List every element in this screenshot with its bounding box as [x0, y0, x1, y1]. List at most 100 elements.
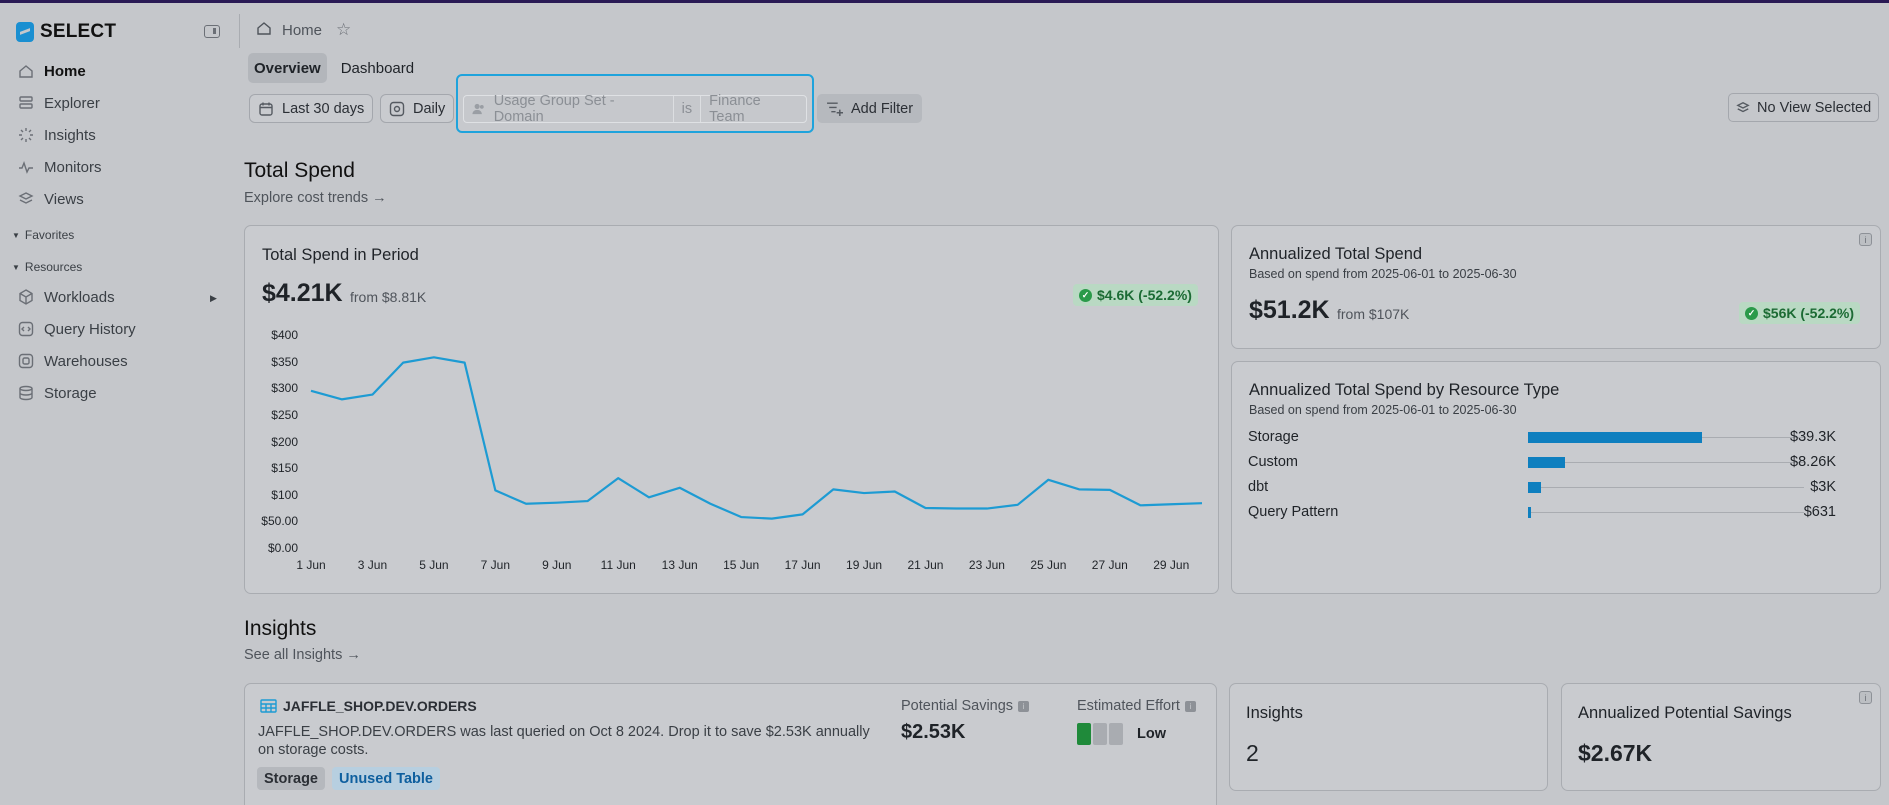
- insights-icon: [18, 127, 34, 143]
- add-filter-label: Add Filter: [851, 100, 914, 117]
- top-accent-line: [0, 0, 1889, 3]
- view-selector[interactable]: No View Selected: [1728, 93, 1880, 122]
- annualized-delta-badge: ✓ $56K (-52.2%): [1739, 302, 1861, 324]
- info-icon[interactable]: i: [1859, 691, 1872, 704]
- tab-dashboard[interactable]: Dashboard: [340, 59, 415, 77]
- info-icon[interactable]: i: [1018, 700, 1030, 712]
- estimated-effort-text: Estimated Effort: [1077, 698, 1180, 714]
- info-icon[interactable]: i: [1859, 233, 1872, 246]
- users-icon: [472, 103, 484, 115]
- date-range-label: Last 30 days: [282, 100, 365, 117]
- effort-level-label: Low: [1137, 726, 1166, 742]
- sidebar-item-warehouses[interactable]: Warehouses: [18, 350, 128, 372]
- sidebar-item-label: Insights: [44, 126, 96, 144]
- sidebar-item-label: Warehouses: [44, 352, 128, 370]
- granularity-button[interactable]: Daily: [380, 94, 455, 123]
- breadcrumb-home[interactable]: Home: [282, 21, 323, 39]
- x-tick-label: 13 Jun: [661, 558, 698, 572]
- filter-field[interactable]: Usage Group Set - Domain: [464, 93, 674, 125]
- sidebar-item-workloads[interactable]: Workloads: [18, 286, 115, 308]
- see-all-insights-link[interactable]: See all Insights →: [244, 647, 361, 663]
- resource-bar: [1528, 456, 1565, 468]
- storage-icon: [18, 385, 34, 401]
- spend-line-chart: [310, 356, 1203, 520]
- y-tick-label: $400: [271, 328, 298, 342]
- calendar-icon: [259, 102, 273, 116]
- info-icon[interactable]: i: [1184, 700, 1196, 712]
- sidebar-item-explorer[interactable]: Explorer: [18, 92, 100, 114]
- expand-caret-icon[interactable]: ▶: [210, 293, 217, 303]
- resource-bar-track: [1528, 456, 1804, 468]
- insights-count-card: Insights 2: [1229, 683, 1548, 791]
- resources-section[interactable]: ▼ Resources: [12, 260, 82, 274]
- spend-by-resource-card: Annualized Total Spend by Resource Type …: [1231, 361, 1881, 594]
- favorites-label: Favorites: [24, 228, 75, 242]
- active-filter[interactable]: Usage Group Set - Domain is Finance Team: [463, 93, 807, 125]
- tab-overview[interactable]: Overview: [248, 53, 327, 83]
- sidebar-item-label: Explorer: [44, 94, 100, 112]
- monitors-icon: [18, 159, 34, 175]
- potential-savings-card: i Annualized Potential Savings $2.67K: [1561, 683, 1881, 791]
- insight-card[interactable]: JAFFLE_SHOP.DEV.ORDERS JAFFLE_SHOP.DEV.O…: [244, 683, 1217, 805]
- resource-bar-track: [1528, 506, 1804, 518]
- brand-name: SELECT: [40, 21, 117, 42]
- view-selector-label: No View Selected: [1757, 99, 1872, 116]
- period-value: $4.21K: [262, 279, 343, 307]
- tab-bar: Overview Dashboard: [248, 53, 420, 83]
- add-filter-button[interactable]: Add Filter: [817, 94, 923, 123]
- x-tick-label: 23 Jun: [968, 558, 1005, 572]
- insight-title-text: JAFFLE_SHOP.DEV.ORDERS: [283, 698, 477, 714]
- workloads-icon: [18, 289, 34, 305]
- x-tick-label: 21 Jun: [907, 558, 944, 572]
- effort-segment: [1109, 723, 1123, 745]
- card-subtitle: Based on spend from 2025-06-01 to 2025-0…: [1249, 403, 1517, 417]
- sidebar-item-query-history[interactable]: Query History: [18, 318, 136, 340]
- resource-row: dbt $3K: [1248, 477, 1860, 497]
- tag-storage: Storage: [257, 767, 325, 790]
- filter-highlight: Usage Group Set - Domain is Finance Team: [456, 74, 814, 133]
- y-tick-label: $150: [271, 461, 298, 476]
- favorite-star-icon[interactable]: ☆: [336, 20, 352, 39]
- home-icon[interactable]: [256, 20, 272, 40]
- layers-icon: [1736, 101, 1750, 112]
- query-history-icon: [18, 321, 34, 337]
- sidebar-item-label: Monitors: [44, 158, 102, 176]
- sidebar-item-monitors[interactable]: Monitors: [18, 156, 102, 178]
- annualized-total-card: i Annualized Total Spend Based on spend …: [1231, 225, 1881, 349]
- sidebar-item-label: Views: [44, 190, 84, 208]
- resource-label: Custom: [1248, 454, 1298, 470]
- filter-value[interactable]: Finance Team: [709, 93, 761, 125]
- date-range-button[interactable]: Last 30 days: [249, 94, 374, 123]
- x-tick-label: 29 Jun: [1153, 558, 1190, 572]
- x-tick-label: 27 Jun: [1091, 558, 1128, 572]
- total-spend-period-card: Total Spend in Period $4.21K from $8.81K…: [244, 225, 1219, 594]
- collapse-sidebar-icon[interactable]: [204, 25, 220, 38]
- sidebar-item-insights[interactable]: Insights: [18, 124, 96, 146]
- favorites-section[interactable]: ▼ Favorites: [12, 228, 74, 242]
- sidebar-item-label: Home: [44, 62, 86, 80]
- resource-bar-track: [1528, 481, 1804, 493]
- sidebar-item-home[interactable]: Home: [18, 60, 86, 82]
- brand-logo[interactable]: SELECT: [16, 21, 116, 43]
- x-tick-label: 17 Jun: [784, 558, 821, 572]
- explore-cost-trends-link[interactable]: Explore cost trends →: [244, 190, 387, 206]
- sidebar-item-label: Storage: [44, 384, 97, 402]
- y-tick-label: $0.00: [267, 541, 298, 555]
- resource-value: $8.26K: [1790, 454, 1836, 470]
- add-filter-icon: [827, 102, 843, 116]
- resource-bar: [1528, 481, 1542, 493]
- caret-down-icon: ▼: [12, 230, 20, 240]
- sidebar-item-views[interactable]: Views: [18, 188, 84, 210]
- y-tick-label: $200: [271, 434, 298, 449]
- effort-meter: [1077, 723, 1123, 745]
- resource-label: Storage: [1248, 429, 1299, 445]
- sidebar-item-storage[interactable]: Storage: [18, 382, 97, 404]
- filter-field-label: Usage Group Set - Domain: [493, 93, 615, 125]
- savings-value: $2.67K: [1578, 740, 1653, 766]
- resource-bar-track: [1528, 431, 1804, 443]
- filter-operator[interactable]: is: [674, 96, 702, 122]
- potential-savings-value: $2.53K: [901, 721, 966, 743]
- delta-text: $56K (-52.2%): [1763, 305, 1855, 321]
- resource-bar: [1528, 431, 1702, 443]
- potential-savings-label: Potential Savings i: [901, 698, 1030, 714]
